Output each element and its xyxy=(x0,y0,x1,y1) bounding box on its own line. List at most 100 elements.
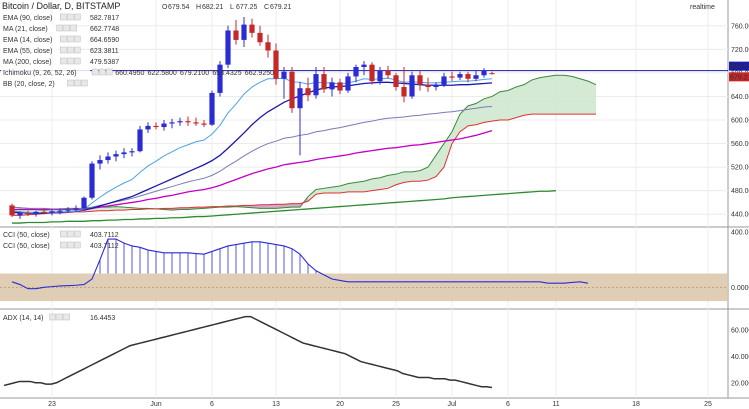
candle-up xyxy=(49,209,55,216)
close-icon[interactable] xyxy=(74,241,81,249)
close-icon[interactable] xyxy=(81,79,88,87)
legend-row[interactable]: Ichimoku (9, 26, 52, 26) 660.4950 622.5800… xyxy=(1,68,274,77)
candle-up xyxy=(129,148,135,157)
legend-value: 679.2100 xyxy=(180,70,209,77)
kumo-segment xyxy=(556,75,564,115)
candle-up xyxy=(457,71,463,80)
legend-row[interactable]: MA (200, close) 479.5387 xyxy=(1,57,119,66)
kumo-segment xyxy=(268,204,276,209)
gear-icon[interactable] xyxy=(74,79,81,87)
time-tick-label: 23 xyxy=(48,401,56,408)
ohlc-value: 679.54 xyxy=(168,4,190,11)
grid-lines xyxy=(0,0,728,398)
gear-icon[interactable] xyxy=(56,313,63,321)
kumo-segment xyxy=(516,84,524,118)
candle-body xyxy=(281,71,287,79)
kumo-segment xyxy=(428,155,436,181)
legend-value: 622.5800 xyxy=(148,70,177,77)
candle-up xyxy=(433,82,439,91)
candle-body xyxy=(121,152,127,155)
legend-label: CCI (50, close) xyxy=(3,232,50,239)
legend-row[interactable]: BB (20, close, 2) xyxy=(1,79,88,88)
kumo-segment xyxy=(308,189,316,202)
candle-body xyxy=(153,125,159,128)
legend-row[interactable]: MA (21, close) 662.7748 xyxy=(1,24,119,33)
candle-up xyxy=(217,61,223,97)
gear-icon[interactable] xyxy=(67,230,74,238)
kumo-segment xyxy=(484,96,492,123)
eye-icon[interactable] xyxy=(60,230,67,238)
kumo-segment xyxy=(388,174,396,189)
close-icon[interactable] xyxy=(74,46,81,54)
legend-row[interactable]: EMA (14, close) 664.6590 xyxy=(1,35,119,44)
eye-icon[interactable] xyxy=(67,79,74,87)
adx-tick-label: 20.0000 xyxy=(731,380,749,387)
close-icon[interactable] xyxy=(74,57,81,65)
close-icon[interactable] xyxy=(74,35,81,43)
candle-body xyxy=(225,30,231,65)
legend-row[interactable]: EMA (55, close) 623.3811 xyxy=(1,46,119,55)
candle-body xyxy=(369,64,375,82)
gear-icon[interactable] xyxy=(67,46,74,54)
eye-icon[interactable] xyxy=(56,24,63,32)
gear-icon[interactable] xyxy=(63,24,70,32)
indicator-legend[interactable]: EMA (90, close) 582.7817 MA (21, close) 662… xyxy=(1,13,274,322)
candle-up xyxy=(33,210,39,217)
legend-value: 653.4325 xyxy=(212,70,241,77)
eye-icon[interactable] xyxy=(49,313,56,321)
close-icon[interactable] xyxy=(74,13,81,21)
kumo-segment xyxy=(500,90,508,120)
candle-up xyxy=(169,118,175,129)
candle-down xyxy=(305,77,311,102)
legend-bg xyxy=(1,241,59,250)
gear-icon[interactable] xyxy=(98,68,106,76)
eye-icon[interactable] xyxy=(91,68,99,76)
candle-body xyxy=(217,64,223,93)
kumo-segment xyxy=(532,77,540,115)
gear-icon[interactable] xyxy=(67,35,74,43)
candle-body xyxy=(441,76,447,85)
legend-label: EMA (90, close) xyxy=(3,15,52,22)
close-icon[interactable] xyxy=(105,68,113,76)
candle-up xyxy=(89,161,95,200)
eye-icon[interactable] xyxy=(60,13,67,21)
legend-value: 582.7817 xyxy=(90,15,119,22)
price-tick-label: 760.00 xyxy=(731,23,749,30)
legend-row[interactable]: CCI (50, close) 403.7112 xyxy=(1,241,119,250)
legend-value: 479.5387 xyxy=(90,59,119,66)
candle-body xyxy=(377,70,383,82)
eye-icon[interactable] xyxy=(60,57,67,65)
kumo-segment xyxy=(540,76,548,115)
candle-down xyxy=(369,62,375,85)
close-icon[interactable] xyxy=(74,230,81,238)
legend-row[interactable]: ADX (14, 14) 16.4453 xyxy=(1,313,115,322)
price-tick-label: 640.00 xyxy=(731,94,749,101)
close-icon[interactable] xyxy=(63,313,70,321)
gear-icon[interactable] xyxy=(67,241,74,249)
candle-up xyxy=(377,67,383,85)
legend-bg xyxy=(1,230,59,239)
gear-icon[interactable] xyxy=(67,13,74,21)
candle-up xyxy=(161,120,167,131)
legend-bg xyxy=(1,35,59,44)
kumo-segment xyxy=(412,170,420,182)
candle-body xyxy=(481,70,487,76)
eye-icon[interactable] xyxy=(60,35,67,43)
eye-icon[interactable] xyxy=(60,46,67,54)
legend-value: 660.4950 xyxy=(115,70,144,77)
legend-label: CCI (50, close) xyxy=(3,243,50,250)
time-tick-label: 6 xyxy=(506,401,510,408)
eye-icon[interactable] xyxy=(60,241,67,249)
candle-body xyxy=(193,122,199,124)
legend-row[interactable]: CCI (50, close) 403.7112 xyxy=(1,230,119,239)
candle-up xyxy=(65,207,71,214)
kumo-segment xyxy=(348,182,356,192)
gear-icon[interactable] xyxy=(67,57,74,65)
candle-body xyxy=(249,24,255,33)
legend-bg xyxy=(1,68,91,77)
candle-body xyxy=(137,129,143,152)
legend-row[interactable]: EMA (90, close) 582.7817 xyxy=(1,13,119,22)
close-icon[interactable] xyxy=(70,24,77,32)
kumo-segment xyxy=(492,91,500,122)
